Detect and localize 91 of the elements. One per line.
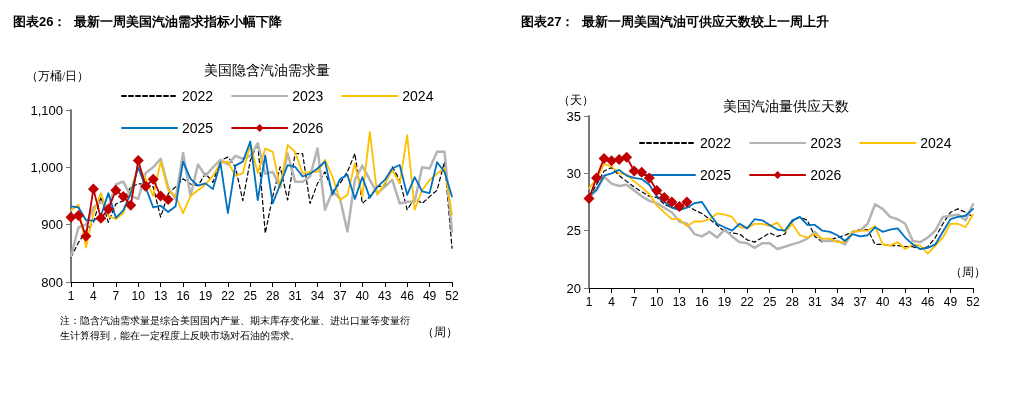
point <box>651 185 663 197</box>
x-tick-label: 34 <box>310 289 325 303</box>
point <box>155 190 167 202</box>
x-tick-label: 52 <box>445 289 459 303</box>
y-tick-label: 30 <box>566 165 581 181</box>
x-tick-label: 7 <box>112 289 120 303</box>
chart-title: 图表26： 最新一周美国汽油需求指标小幅下降 <box>13 14 283 29</box>
legend-label: 2023 <box>810 135 842 151</box>
point <box>681 196 693 208</box>
y-tick-label: 25 <box>566 223 581 239</box>
legend-label: 2023 <box>292 88 324 104</box>
x-tick-label: 16 <box>695 295 709 309</box>
point <box>643 172 655 184</box>
point <box>628 165 640 177</box>
legend-label: 2024 <box>402 88 434 104</box>
y-axis-title: （天） <box>558 93 594 107</box>
point <box>80 230 92 242</box>
x-tick-label: 22 <box>740 295 755 309</box>
chart-subtitle: 美国隐含汽油需求量 <box>203 62 330 78</box>
x-tick-label: 13 <box>153 289 168 303</box>
x-axis-title: （周） <box>950 265 986 279</box>
point <box>613 154 625 166</box>
point <box>125 199 137 211</box>
y-tick-label: 800 <box>41 274 63 290</box>
x-tick-label: 43 <box>378 289 392 303</box>
x-tick-label: 28 <box>266 289 280 303</box>
x-tick-label: 4 <box>90 289 98 303</box>
x-tick-label: 1 <box>67 289 75 303</box>
x-tick-label: 37 <box>853 295 868 309</box>
x-axis-title: （周） <box>422 325 458 339</box>
x-tick-label: 46 <box>921 295 935 309</box>
x-tick-label: 43 <box>898 295 913 309</box>
x-tick-label: 40 <box>355 289 370 303</box>
point <box>658 191 670 203</box>
point <box>87 183 99 195</box>
y-axis-title: （万桶/日） <box>26 69 90 83</box>
x-tick-label: 46 <box>400 289 415 303</box>
y-tick-label: 900 <box>41 217 63 233</box>
x-tick-label: 4 <box>608 295 616 309</box>
y-tick-label: 1,000 <box>30 159 63 175</box>
x-tick-label: 49 <box>422 289 437 303</box>
x-tick-label: 10 <box>650 295 664 309</box>
x-tick-label: 52 <box>966 295 980 309</box>
chart-subtitle: 美国汽油量供应天数 <box>723 98 849 114</box>
x-tick-label: 49 <box>943 295 958 309</box>
line-series <box>70 140 453 222</box>
point <box>102 203 114 215</box>
legend-label: 2022 <box>182 88 214 104</box>
point <box>147 173 159 185</box>
x-tick-label: 19 <box>198 289 213 303</box>
x-tick-label: 37 <box>333 289 347 303</box>
x-tick-label: 10 <box>131 289 146 303</box>
x-tick-label: 16 <box>176 289 191 303</box>
point <box>666 196 678 208</box>
x-tick-label: 13 <box>672 295 687 309</box>
y-tick-label: 35 <box>566 108 581 124</box>
legend-label: 2024 <box>920 135 952 151</box>
point <box>65 211 77 223</box>
point <box>140 180 152 192</box>
legend-label: 2022 <box>700 135 732 151</box>
x-tick-label: 28 <box>785 295 800 309</box>
point <box>72 209 84 221</box>
point <box>132 154 144 166</box>
legend-label: 2025 <box>182 120 214 136</box>
legend-label: 2026 <box>810 167 842 183</box>
x-tick-label: 40 <box>875 295 890 309</box>
text: 注：隐含汽油需求量是综合美国国内产量、期末库存变化量、进出口量等变量衍生计算得到，能在一定程度上反映市场对石油的需求。 <box>60 315 410 341</box>
x-tick-label: 31 <box>808 295 822 309</box>
point <box>598 152 610 164</box>
x-tick-label: 34 <box>830 295 845 309</box>
point <box>673 201 685 213</box>
point <box>621 151 633 163</box>
y-tick-label: 1,100 <box>30 102 63 118</box>
legend-label: 2026 <box>292 120 324 136</box>
point <box>95 212 107 224</box>
x-tick-label: 25 <box>243 289 258 303</box>
x-tick-label: 25 <box>763 295 777 309</box>
chart-title: 图表27： 最新一周美国汽油可供应天数较上一周上升 <box>521 14 829 29</box>
point <box>110 184 122 196</box>
x-tick-label: 22 <box>221 289 235 303</box>
legend-label: 2025 <box>700 167 732 183</box>
point <box>591 172 603 184</box>
point <box>162 193 174 205</box>
x-tick-label: 1 <box>585 295 593 309</box>
point <box>636 166 648 178</box>
x-tick-label: 31 <box>288 289 303 303</box>
point <box>583 193 595 205</box>
x-tick-label: 7 <box>630 295 638 309</box>
y-tick-label: 20 <box>566 280 581 296</box>
x-tick-label: 19 <box>717 295 732 309</box>
point <box>117 191 129 203</box>
